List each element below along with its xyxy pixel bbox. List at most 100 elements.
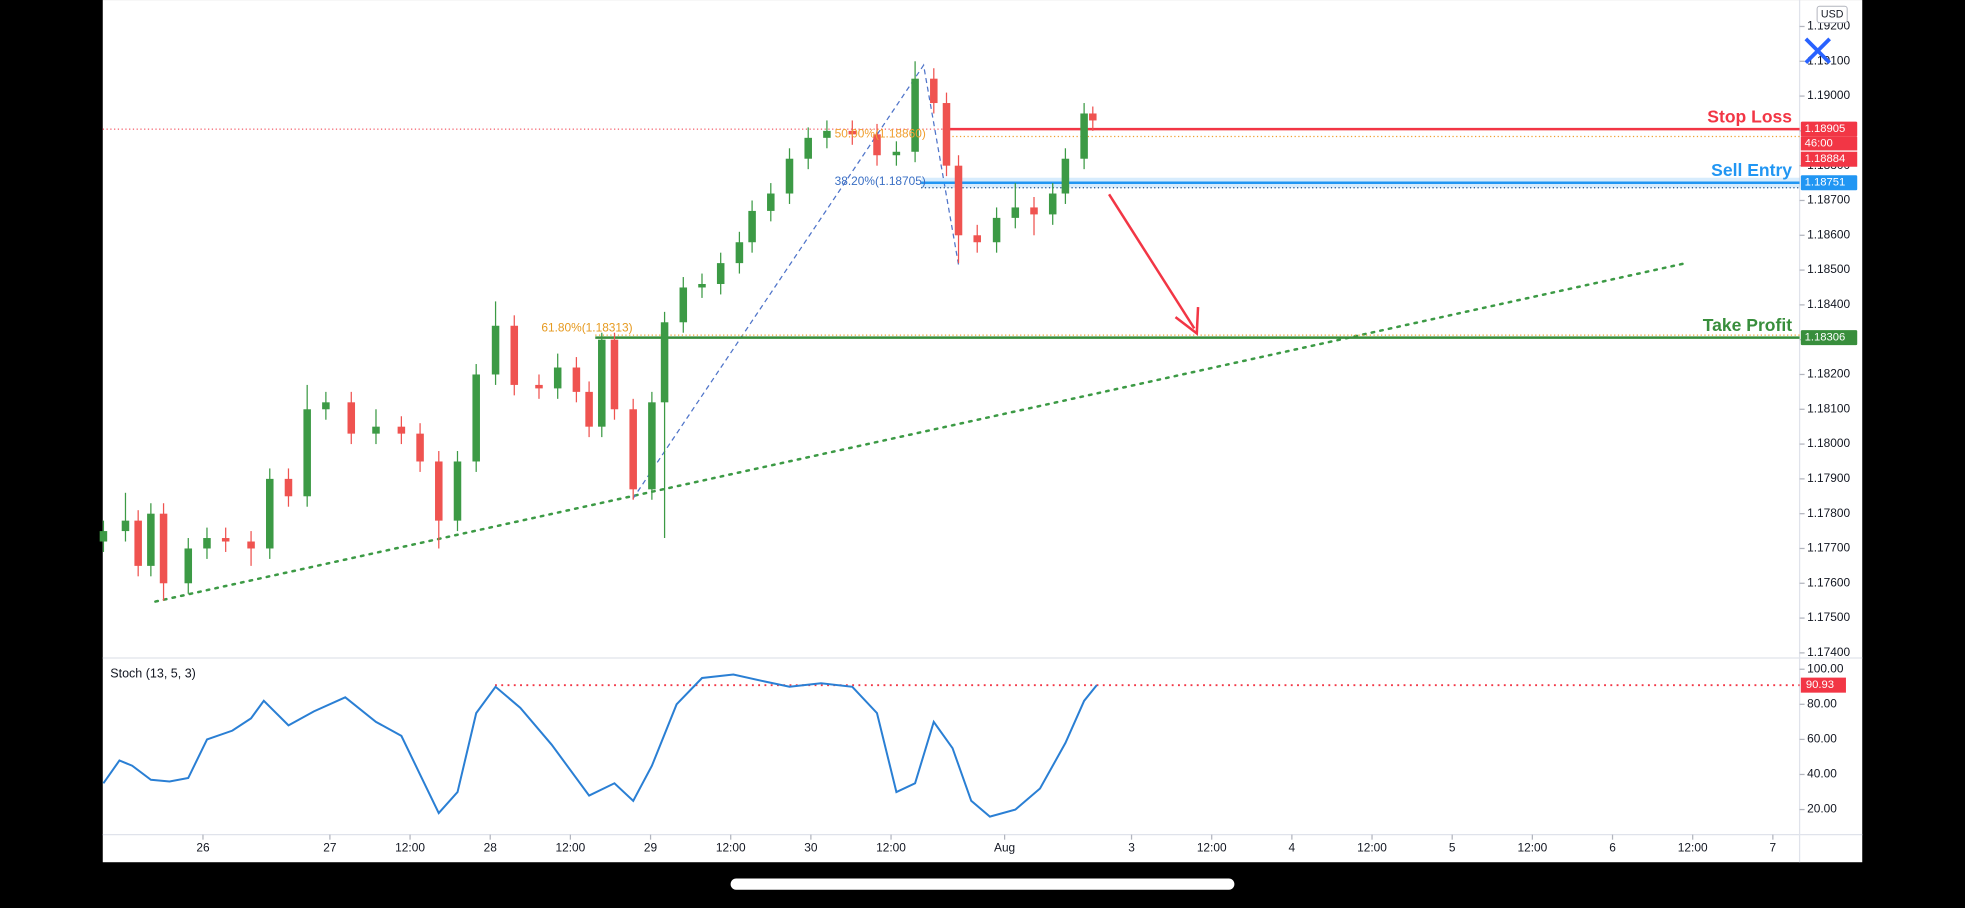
candle-body (266, 478, 274, 549)
y-tick-label: 40.00 (1807, 767, 1837, 781)
candle-body (572, 367, 581, 392)
candle-body (372, 426, 380, 434)
x-tick-label: 12:00 (1197, 841, 1227, 855)
y-tick-label: 1.17800 (1807, 506, 1850, 520)
level-name: Take Profit (1703, 315, 1792, 335)
candle-body (679, 287, 688, 323)
candle-body (147, 513, 155, 566)
candle-body (648, 402, 656, 490)
candle-body (716, 263, 725, 284)
level-price-box (1800, 175, 1858, 191)
candle-body (748, 210, 756, 243)
candle-body (303, 409, 311, 497)
level-price: 1.18306 (1805, 332, 1846, 344)
candle-body (848, 130, 857, 135)
y-tick-label: 1.18500 (1807, 262, 1850, 276)
annotations: 50.00%(1.18860) 38.20%(1.18705) 61.80%(1… (110, 5, 1848, 890)
y-tick-label: 1.17600 (1807, 575, 1850, 589)
y-tick-label: 1.18400 (1807, 297, 1850, 311)
y-tick-label: 1.17900 (1807, 471, 1850, 485)
candle-body (221, 538, 230, 542)
back-layer (102, 63, 1800, 687)
candle-body (322, 402, 330, 410)
y-tick-label: 1.18000 (1807, 436, 1850, 450)
candle-body (553, 367, 562, 389)
fib-label: 38.20%(1.18705) (835, 174, 926, 188)
indicator-title: Stoch (13, 5, 3) (110, 667, 196, 681)
candle-body (873, 134, 881, 156)
level-name: Sell Entry (1711, 160, 1792, 180)
x-tick-label: 12:00 (395, 841, 425, 855)
x-tick-label: 12:00 (1517, 841, 1547, 855)
candle-body (1089, 113, 1097, 121)
x-tick-label: 27 (323, 841, 337, 855)
y-tick-label: 1.17500 (1807, 610, 1850, 624)
y-tick-label: 1.18700 (1807, 193, 1850, 207)
y-tick-label: 1.18600 (1807, 227, 1850, 241)
candle-body (435, 461, 443, 521)
candle-body (121, 520, 130, 532)
home-indicator (730, 878, 1235, 890)
fib-label: 50.00%(1.18860) (835, 126, 926, 140)
countdown: 46:00 (1805, 138, 1833, 150)
y-tick-label: 20.00 (1807, 802, 1837, 816)
candle-body (892, 151, 901, 156)
candle-body (134, 520, 142, 566)
bid-box (1800, 151, 1858, 167)
candle-body (159, 513, 168, 584)
y-tick-label: 100.00 (1807, 661, 1844, 675)
candle-body (203, 538, 211, 549)
currency-box (1816, 5, 1848, 24)
x-tick-label: 12:00 (1678, 841, 1708, 855)
candle-body (610, 339, 619, 410)
candle-body (472, 374, 480, 462)
x-tick-label: 5 (1449, 841, 1456, 855)
y-tick-label: 1.18200 (1807, 367, 1850, 381)
candle-body (99, 531, 108, 542)
candle-body (347, 402, 356, 434)
close-icon[interactable] (1804, 37, 1831, 65)
countdown-box (1800, 136, 1858, 151)
candle-body (660, 322, 669, 403)
x-tick-label: 12:00 (876, 841, 906, 855)
candle-body (785, 158, 794, 194)
x-tick-label: Aug (994, 841, 1015, 855)
x-tick-label: 6 (1609, 841, 1616, 855)
y-tick-label: 1.19000 (1807, 88, 1850, 102)
arrow-shaft (1108, 193, 1196, 330)
candle-body (247, 541, 255, 549)
arrow-head (1174, 307, 1200, 336)
candle-body (598, 339, 606, 427)
level-price-box (1800, 330, 1858, 346)
level-name: Stop Loss (1707, 107, 1792, 127)
fib-trend (632, 63, 960, 500)
candle-body (1011, 207, 1020, 218)
candle-body (491, 325, 500, 375)
candle-body (804, 137, 812, 159)
candle-body (585, 391, 593, 427)
level-price: 1.18751 (1805, 177, 1846, 189)
y-tick-label: 80.00 (1807, 696, 1837, 710)
x-tick-label: 12:00 (1357, 841, 1387, 855)
candle-body (942, 103, 951, 166)
candle-body (973, 235, 981, 243)
candle-body (184, 548, 193, 584)
y-tick-label: 1.17400 (1807, 645, 1850, 659)
x-tick-label: 28 (484, 841, 498, 855)
x-tick-label: 12:00 (716, 841, 746, 855)
candle-body (911, 78, 919, 152)
level-price-box (1800, 121, 1858, 137)
x-tick-label: 7 (1770, 841, 1777, 855)
y-tick-label: 1.18100 (1807, 401, 1850, 415)
candle-body (767, 193, 775, 211)
x-tick-label: 29 (644, 841, 658, 855)
last-value: 90.93 (1806, 679, 1834, 691)
x-tick-label: 12:00 (556, 841, 586, 855)
fib-label: 61.80%(1.18313) (541, 321, 632, 335)
candle-body (992, 217, 1001, 243)
level-price: 1.18905 (1805, 123, 1846, 135)
candle-body (510, 325, 519, 385)
candle-body (284, 478, 293, 497)
candle-body (629, 409, 637, 490)
